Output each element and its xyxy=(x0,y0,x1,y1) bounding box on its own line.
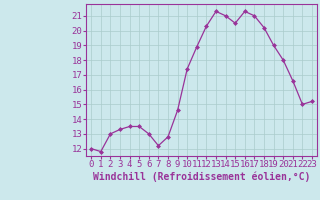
X-axis label: Windchill (Refroidissement éolien,°C): Windchill (Refroidissement éolien,°C) xyxy=(93,172,310,182)
